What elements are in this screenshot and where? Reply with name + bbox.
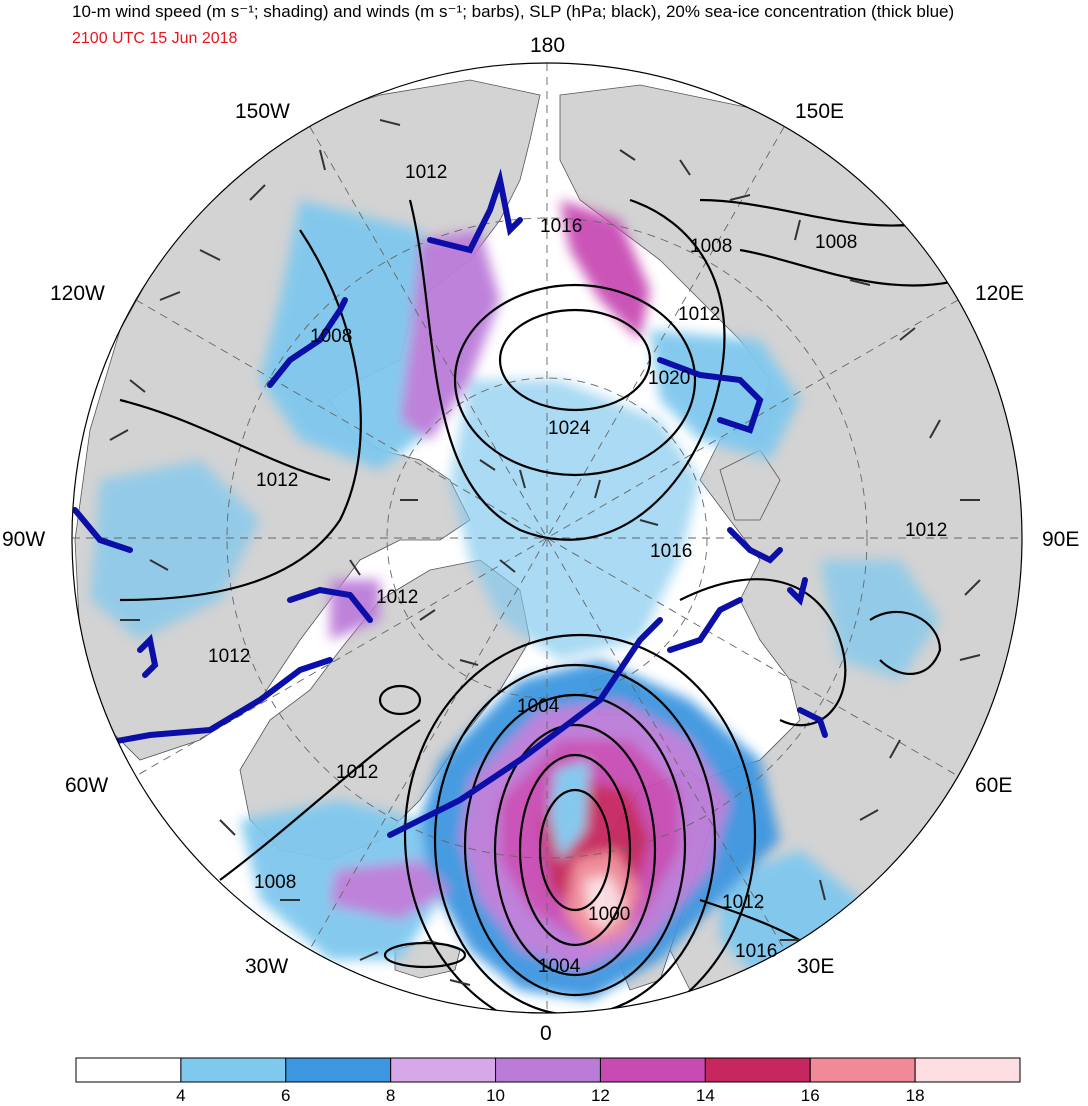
lon-label: 90E bbox=[1042, 528, 1079, 551]
lon-label: 180 bbox=[530, 34, 565, 57]
slp-label: 1016 bbox=[735, 941, 777, 962]
lon-label: 0 bbox=[540, 1022, 552, 1045]
slp-label: 1008 bbox=[254, 872, 296, 893]
colorbar-bin bbox=[180, 1057, 287, 1083]
longitude-labels: 180 150E 120E 90E 60E 30E 0 30W 60W 90W … bbox=[2, 34, 1079, 1045]
slp-contours bbox=[119, 198, 961, 1013]
colorbar-tick-label: 18 bbox=[906, 1086, 925, 1105]
lon-label: 90W bbox=[2, 528, 45, 551]
lon-label: 60W bbox=[65, 774, 108, 797]
map-disc bbox=[72, 63, 1022, 1013]
colorbar-bin bbox=[599, 1057, 706, 1083]
colorbar-bin bbox=[809, 1057, 916, 1083]
sea-ice-contour bbox=[72, 168, 828, 838]
lon-label: 120E bbox=[975, 282, 1024, 305]
slp-label: 1024 bbox=[548, 418, 591, 439]
wind-barbs bbox=[109, 119, 981, 986]
slp-label: 1012 bbox=[678, 304, 720, 325]
lon-label: 60E bbox=[975, 774, 1012, 797]
colorbar-tick-label: 4 bbox=[176, 1086, 185, 1105]
slp-label: 1004 bbox=[538, 956, 581, 977]
map-border bbox=[71, 62, 1023, 1014]
lon-label: 150W bbox=[235, 100, 290, 123]
map-title: 10-m wind speed (m s⁻¹; shading) and win… bbox=[72, 2, 955, 21]
slp-label: 1012 bbox=[905, 520, 947, 541]
lon-label: 30E bbox=[797, 955, 834, 978]
colorbar-bin bbox=[75, 1057, 182, 1083]
lon-label: 150E bbox=[795, 100, 844, 123]
slp-label: 1012 bbox=[376, 587, 418, 608]
slp-label: 1012 bbox=[336, 762, 378, 783]
slp-label: 1016 bbox=[650, 541, 692, 562]
colorbar-tick-label: 6 bbox=[281, 1086, 290, 1105]
colorbar-tick-label: 8 bbox=[386, 1086, 395, 1105]
colorbar-bin bbox=[390, 1057, 497, 1083]
colorbar-bin bbox=[914, 1057, 1021, 1083]
slp-label: 1016 bbox=[540, 216, 582, 237]
colorbar-bin bbox=[704, 1057, 811, 1083]
colorbar-bin bbox=[285, 1057, 392, 1083]
slp-label: 1020 bbox=[648, 368, 690, 389]
colorbar-tick-label: 16 bbox=[801, 1086, 820, 1105]
colorbar: 4 6 8 10 12 14 16 18 bbox=[75, 1057, 1021, 1105]
slp-labels: 1012 1016 1008 1008 1008 1012 1020 1024 … bbox=[208, 162, 947, 977]
slp-label: 1012 bbox=[208, 646, 250, 667]
valid-time: 2100 UTC 15 Jun 2018 bbox=[72, 30, 238, 47]
slp-label: 1008 bbox=[310, 326, 352, 347]
slp-label: 1012 bbox=[405, 162, 447, 183]
lon-label: 30W bbox=[245, 955, 288, 978]
colorbar-bin bbox=[495, 1057, 601, 1083]
colorbar-tick-label: 14 bbox=[696, 1086, 715, 1105]
colorbar-tick-label: 10 bbox=[486, 1086, 505, 1105]
slp-label: 1004 bbox=[517, 696, 560, 717]
slp-label: 1012 bbox=[722, 892, 764, 913]
slp-label: 1012 bbox=[256, 470, 298, 491]
slp-label: 1000 bbox=[588, 904, 630, 925]
slp-label: 1008 bbox=[815, 232, 857, 253]
colorbar-tick-label: 12 bbox=[591, 1086, 610, 1105]
slp-label: 1008 bbox=[690, 236, 732, 257]
wind-speed-shading bbox=[90, 200, 940, 1000]
lon-label: 120W bbox=[50, 282, 105, 305]
